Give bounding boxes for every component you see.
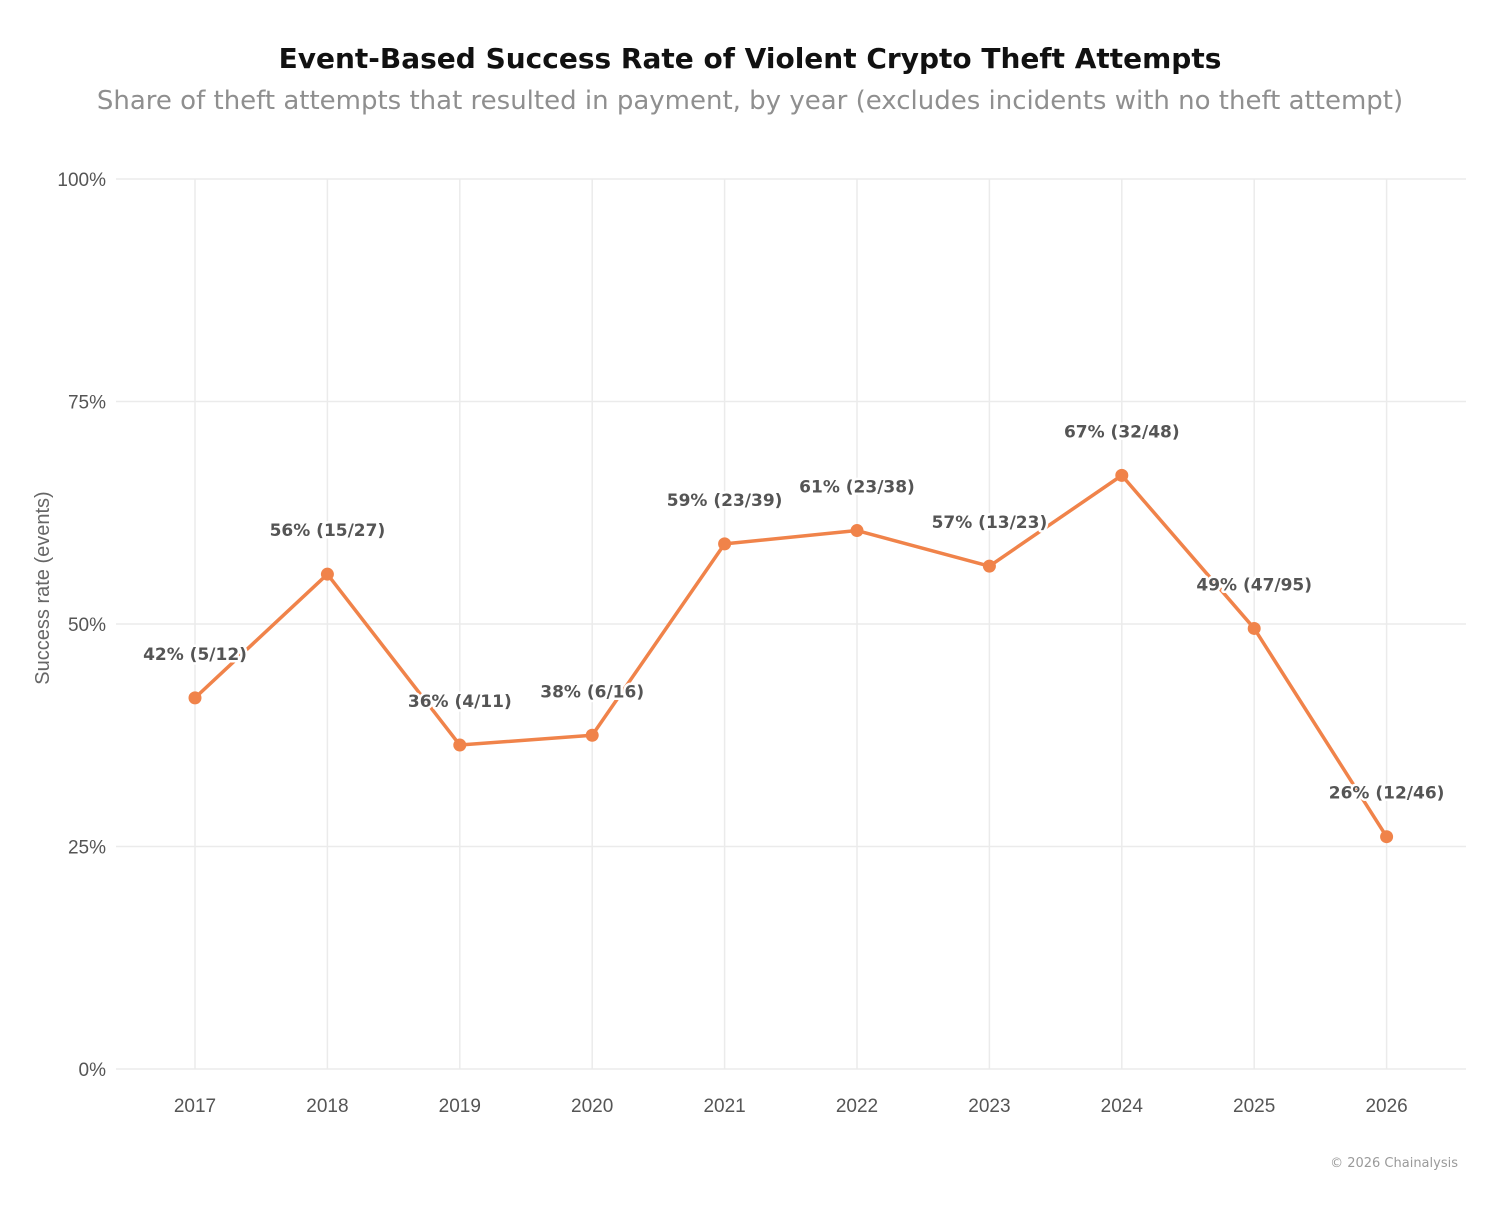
chart-title: Event-Based Success Rate of Violent Cryp… xyxy=(278,42,1222,75)
data-label-halo: 26% (12/46) xyxy=(1329,784,1445,804)
y-tick-label: 100% xyxy=(57,170,106,191)
data-label-halo: 42% (5/12) xyxy=(143,645,247,665)
data-label: 49% (47/95) xyxy=(1196,575,1312,595)
data-point xyxy=(453,738,467,752)
data-point xyxy=(1380,830,1394,844)
x-tick-label: 2024 xyxy=(1101,1096,1144,1117)
data-label: 36% (4/11) xyxy=(408,692,512,712)
x-tick-label: 2021 xyxy=(703,1096,745,1117)
axis-layer: 0% 25% 50% 75% 100% 2017 2018 2019 2020 2021 2022 2… xyxy=(57,170,1407,1117)
y-axis-title: Success rate (events) xyxy=(32,491,54,684)
y-tick-label: 0% xyxy=(79,1060,107,1081)
data-label: 59% (23/39) xyxy=(667,491,783,511)
data-point xyxy=(982,559,996,573)
data-point xyxy=(850,524,864,538)
series-line xyxy=(193,473,1389,839)
data-label: 56% (15/27) xyxy=(270,521,386,541)
data-label-halo: 38% (6/16) xyxy=(540,682,644,702)
data-label: 61% (23/38) xyxy=(799,478,915,498)
chart-subtitle: Share of theft attempts that resulted in… xyxy=(96,86,1404,116)
y-tick-label: 75% xyxy=(68,393,106,414)
data-label-halo: 57% (13/23) xyxy=(932,513,1048,533)
grid-layer xyxy=(116,178,1466,1070)
x-tick-label: 2018 xyxy=(306,1096,348,1117)
data-label: 57% (13/23) xyxy=(932,513,1048,533)
x-tick-label: 2020 xyxy=(571,1096,613,1117)
data-label-halo: 67% (32/48) xyxy=(1064,422,1180,442)
label-layer: 42% (5/12)42% (5/12)56% (15/27)56% (15/2… xyxy=(141,420,1447,806)
data-label-halo: 61% (23/38) xyxy=(799,478,915,498)
x-tick-label: 2023 xyxy=(968,1096,1010,1117)
x-tick-label: 2026 xyxy=(1365,1096,1407,1117)
y-tick-label: 25% xyxy=(68,838,106,859)
data-label-halo: 49% (47/95) xyxy=(1196,575,1312,595)
x-tick-label: 2017 xyxy=(174,1096,216,1117)
data-label-halo: 59% (23/39) xyxy=(667,491,783,511)
data-point xyxy=(1115,468,1129,482)
line-layer xyxy=(193,473,1389,839)
copyright-note: © 2026 Chainalysis xyxy=(1330,1156,1458,1171)
data-label: 26% (12/46) xyxy=(1329,784,1445,804)
x-tick-label: 2025 xyxy=(1233,1096,1275,1117)
data-label: 38% (6/16) xyxy=(540,682,644,702)
data-label-halo: 36% (4/11) xyxy=(408,692,512,712)
x-tick-label: 2022 xyxy=(836,1096,878,1117)
data-point xyxy=(188,691,202,705)
data-label: 42% (5/12) xyxy=(143,645,247,665)
data-point xyxy=(585,728,599,742)
y-tick-label: 50% xyxy=(68,615,106,636)
data-label-halo: 56% (15/27) xyxy=(270,521,386,541)
data-point xyxy=(718,537,732,551)
data-point xyxy=(1247,621,1261,635)
data-label: 67% (32/48) xyxy=(1064,422,1180,442)
x-tick-label: 2019 xyxy=(439,1096,481,1117)
point-layer xyxy=(188,468,1394,844)
data-point xyxy=(320,567,334,581)
